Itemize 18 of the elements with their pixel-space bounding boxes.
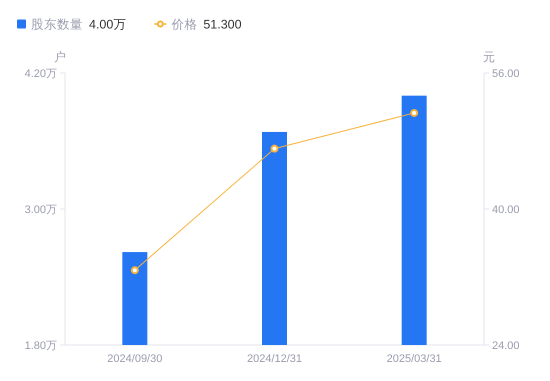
y2-tick-label: 24.00 — [492, 340, 520, 352]
y-axis-title: 户 — [54, 50, 66, 64]
y2-tick-label: 56.00 — [492, 68, 520, 80]
y2-tick-label: 40.00 — [492, 204, 520, 216]
x-tick-label: 2024/12/31 — [246, 353, 302, 365]
point — [410, 108, 418, 117]
y2-axis-title: 元 — [483, 50, 495, 64]
legend-label: 价格 — [170, 18, 198, 32]
x-tick-label: 2025/03/31 — [386, 353, 442, 365]
x-tick-label: 2024/09/30 — [107, 353, 162, 365]
point — [270, 144, 278, 153]
text: 51.300 — [203, 18, 242, 32]
y-tick-label: 1.80万 — [24, 340, 57, 352]
text: 4.00万 — [89, 18, 126, 32]
point — [130, 266, 139, 274]
legend-label: 股东数量 — [31, 18, 83, 32]
y-tick-label: 3.00万 — [24, 204, 57, 216]
y-tick-label: 4.20万 — [24, 68, 57, 80]
